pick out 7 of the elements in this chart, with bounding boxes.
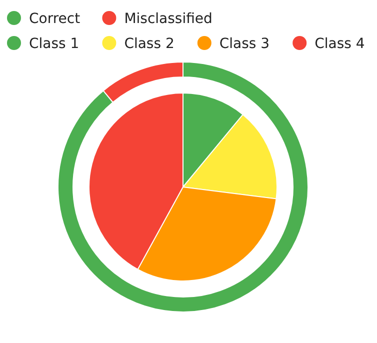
legend-label: Class 4 [314,36,365,52]
legend-label: Class 2 [124,36,174,52]
legend-label: Misclassified [124,11,212,27]
legend-label: Class 1 [29,36,80,52]
legend-label: Class 3 [219,36,270,52]
donut-slice [58,62,308,312]
legend-label: Correct [29,11,81,27]
